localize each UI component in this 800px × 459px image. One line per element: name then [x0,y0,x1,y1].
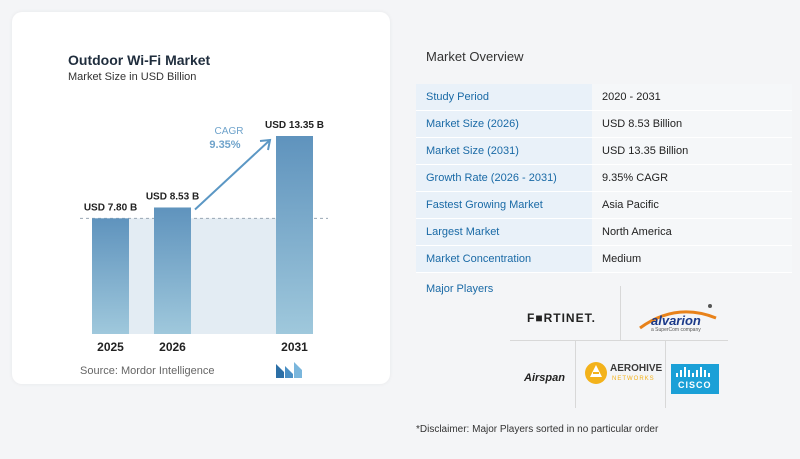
bar-2026 [154,207,191,334]
cagr-arrow [194,139,271,211]
major-players-label: Major Players [426,283,494,295]
cagr-label: CAGR [215,126,244,137]
logo-divider [665,340,666,408]
overview-row: Market Concentration Medium [416,245,792,273]
overview-value: USD 8.53 Billion [592,110,792,138]
bar-value-label: USD 7.80 B [84,202,137,213]
overview-key: Largest Market [416,218,592,246]
overview-key: Fastest Growing Market [416,191,592,219]
x-tick-label: 2031 [281,340,308,354]
overview-row: Market Size (2031) USD 13.35 Billion [416,137,792,165]
overview-value: 2020 - 2031 [592,84,792,111]
disclaimer: *Disclaimer: Major Players sorted in no … [416,424,659,435]
logo-divider [510,340,728,341]
logo-divider [620,286,621,340]
x-tick-label: 2026 [159,340,186,354]
logo-divider [575,340,576,408]
overview-title: Market Overview [426,49,524,64]
bar-2025 [92,218,129,334]
cisco-logo: CISCO [678,380,712,390]
overview-row: Study Period 2020 - 2031 [416,84,792,111]
overview-value: 9.35% CAGR [592,164,792,192]
reference-band [129,218,276,334]
x-tick-label: 2025 [97,340,124,354]
overview-key: Market Size (2031) [416,137,592,165]
fortinet-logo: F■RTINET. [527,311,596,325]
bar-value-label: USD 13.35 B [265,120,324,131]
bar-value-label: USD 8.53 B [146,191,199,202]
alvarion-swoosh-icon [639,304,717,330]
overview-table: Study Period 2020 - 2031 Market Size (202… [416,84,792,273]
aerohive-bee-icon [585,362,607,384]
alvarion-logo: alvarion [651,313,701,328]
cagr-value: 9.35% [209,139,240,151]
overview-key: Growth Rate (2026 - 2031) [416,164,592,192]
aerohive-tagline: NETWORKS [612,376,655,382]
overview-row: Fastest Growing Market Asia Pacific [416,191,792,219]
cisco-logo-icon [671,364,719,394]
chart-subtitle: Market Size in USD Billion [68,71,197,83]
overview-value: Medium [592,245,792,273]
bar-2031 [276,136,313,334]
overview-key: Study Period [416,84,592,111]
overview-value: USD 13.35 Billion [592,137,792,165]
chart-title: Outdoor Wi-Fi Market [68,52,211,68]
overview-row: Market Size (2026) USD 8.53 Billion [416,110,792,138]
aerohive-logo: AEROHIVE [610,363,663,374]
chart-source: Source: Mordor Intelligence [80,365,215,377]
overview-key: Market Concentration [416,245,592,273]
overview-value: Asia Pacific [592,191,792,219]
airspan-logo: Airspan [524,372,565,384]
overview-value: North America [592,218,792,246]
cagr-arrow-head [259,138,272,151]
bar-chart: USD 7.80 B 2025 USD 8.53 B 2026 USD 13.35 B 2… [80,120,328,354]
overview-key: Market Size (2026) [416,110,592,138]
mordor-logo-icon [276,362,302,378]
overview-row: Growth Rate (2026 - 2031) 9.35% CAGR [416,164,792,192]
overview-row: Largest Market North America [416,218,792,246]
alvarion-tagline: a SuperCom company [651,327,701,333]
